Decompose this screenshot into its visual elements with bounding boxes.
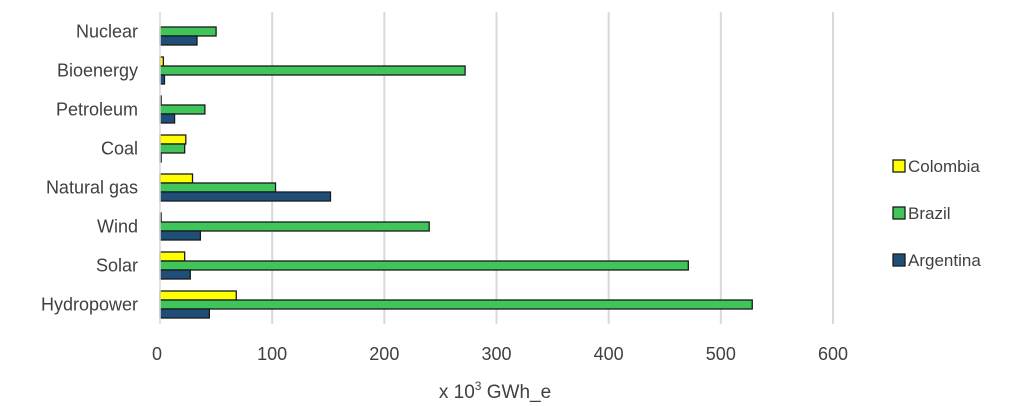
x-tick-label-600: 600 <box>818 344 848 364</box>
bar-solar-brazil <box>159 260 689 271</box>
bar-hydropower-brazil <box>159 299 753 310</box>
x-tick-label-400: 400 <box>594 344 624 364</box>
y-tick-label-nuclear: Nuclear <box>76 22 138 42</box>
x-tick-label-0: 0 <box>152 344 162 364</box>
y-tick-label-natural-gas: Natural gas <box>46 178 138 198</box>
bar-petroleum-argentina <box>159 113 176 124</box>
bar-petroleum-brazil <box>159 104 206 115</box>
bar-nuclear-argentina <box>159 35 198 46</box>
y-tick-label-solar: Solar <box>96 256 138 276</box>
bar-hydropower-argentina <box>159 308 211 319</box>
legend-swatch-brazil <box>892 206 906 220</box>
x-axis-title-prefix: x 10 <box>439 382 475 403</box>
y-tick-label-bioenergy: Bioenergy <box>57 61 138 81</box>
x-tick-label-200: 200 <box>369 344 399 364</box>
x-axis-title: x 103 GWh_e <box>439 379 551 403</box>
bar-coal-brazil <box>159 143 186 154</box>
bars <box>159 26 753 319</box>
y-tick-label-coal: Coal <box>101 139 138 159</box>
bar-wind-brazil <box>159 221 430 232</box>
x-tick-label-300: 300 <box>481 344 511 364</box>
x-axis-title-suffix: GWh_e <box>481 382 551 403</box>
legend-label-brazil: Brazil <box>908 204 951 223</box>
legend-label-argentina: Argentina <box>908 251 981 270</box>
y-tick-label-hydropower: Hydropower <box>41 295 138 315</box>
bar-bioenergy-brazil <box>159 65 466 76</box>
legend-swatch-argentina <box>892 253 906 267</box>
bar-wind-argentina <box>159 230 202 241</box>
bar-solar-colombia <box>159 251 186 262</box>
bar-nuclear-brazil <box>159 26 217 37</box>
y-axis: Hydropower Solar Wind Natural gas Coal Petrol… <box>41 12 161 324</box>
gridlines <box>271 12 834 324</box>
bar-natural-gas-colombia <box>159 173 194 184</box>
y-tick-label-wind: Wind <box>97 217 138 237</box>
y-tick-label-petroleum: Petroleum <box>56 100 138 120</box>
bar-natural-gas-argentina <box>159 191 332 202</box>
legend-swatch-colombia <box>892 159 906 173</box>
bar-hydropower-colombia <box>159 290 237 301</box>
legend-label-colombia: Colombia <box>908 157 980 176</box>
x-axis: 0 100 200 300 400 500 600 <box>152 344 848 364</box>
bar-solar-argentina <box>159 269 191 280</box>
bar-coal-colombia <box>159 134 187 145</box>
x-axis-title-superscript: 3 <box>475 379 482 393</box>
x-tick-label-500: 500 <box>706 344 736 364</box>
bar-natural-gas-brazil <box>159 182 277 193</box>
legend: Colombia Brazil Argentina <box>892 157 981 270</box>
x-tick-label-100: 100 <box>257 344 287 364</box>
